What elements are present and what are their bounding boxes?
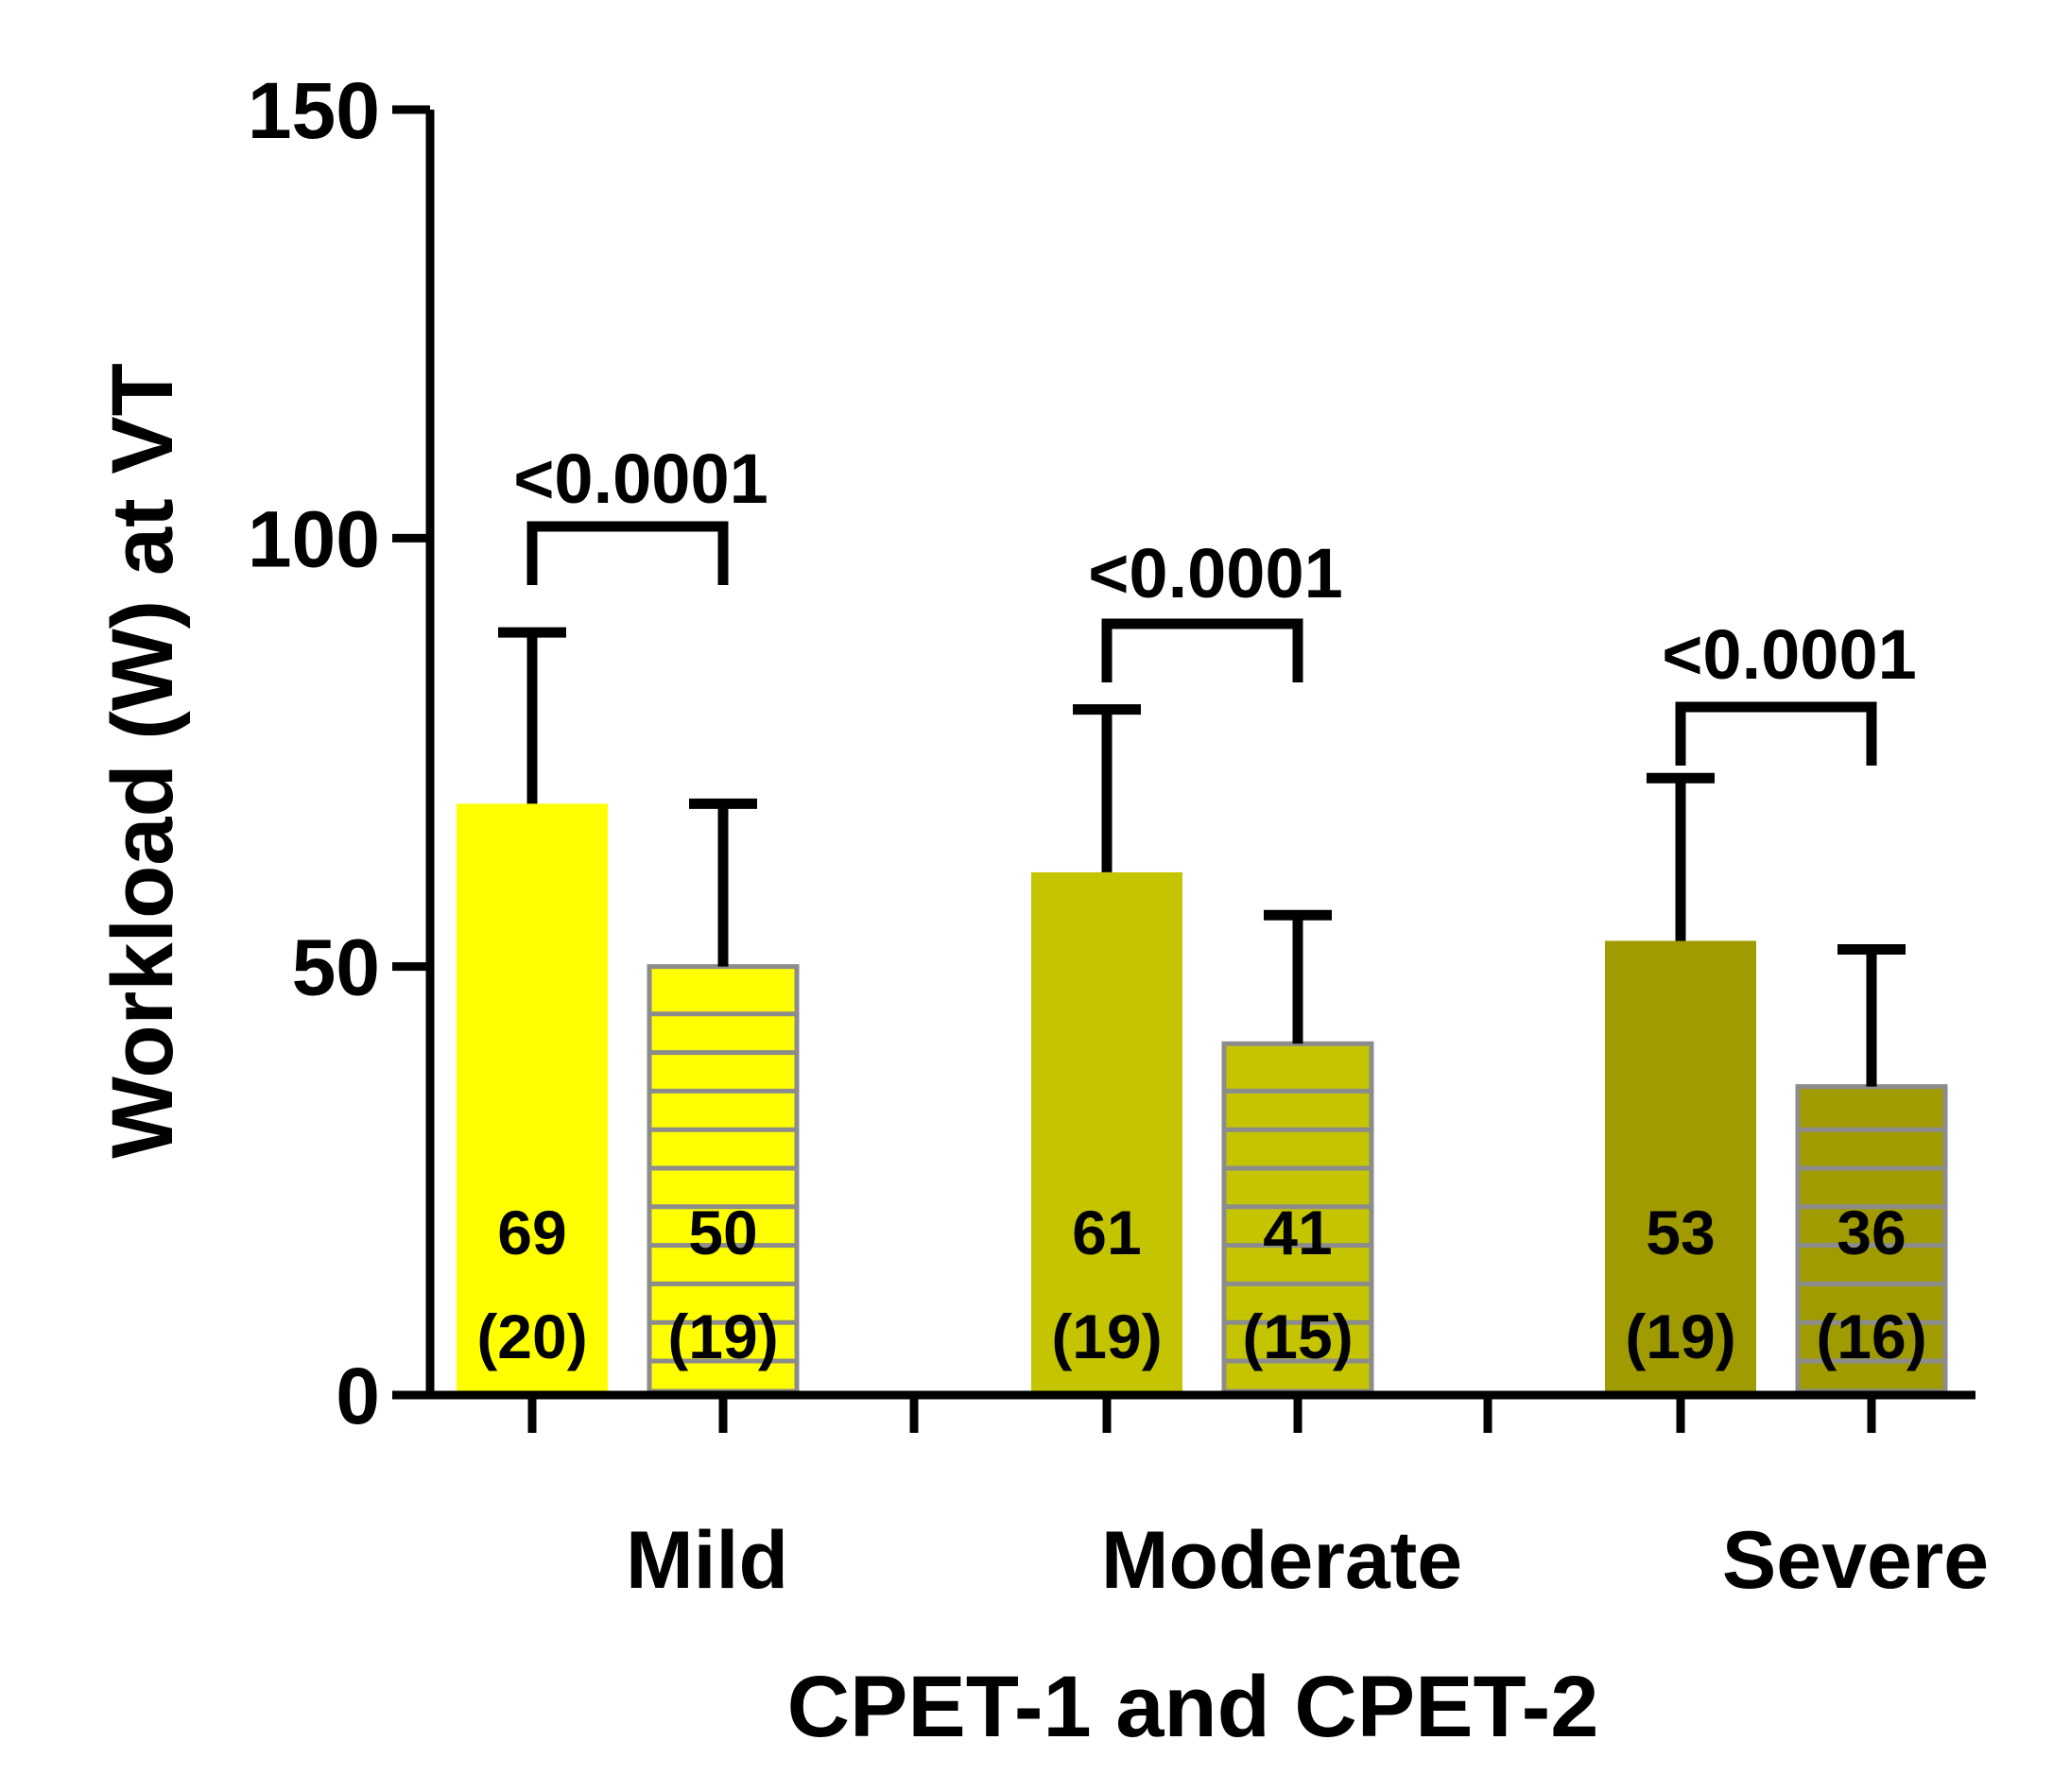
x-category-label: Severe — [1722, 1515, 1989, 1606]
bar-value-label: 36 — [1837, 1198, 1906, 1267]
y-tick-label: 50 — [292, 923, 380, 1012]
bar-value-label: 41 — [1263, 1198, 1332, 1267]
y-tick-label: 0 — [336, 1352, 380, 1440]
p-value-label: <0.0001 — [1662, 615, 1917, 694]
x-category-label: Mild — [626, 1515, 788, 1606]
bar-sd-label: (19) — [667, 1301, 778, 1371]
y-tick-label: 100 — [248, 494, 380, 583]
bars-layer — [457, 803, 1948, 1395]
value-labels-layer: 69 (20) 50 (19) 61 (19) 41 (15) 53 (19) 36 (16) — [476, 1198, 1926, 1371]
x-axis-title: CPET-1 and CPET-2 — [787, 1659, 1599, 1755]
p-value-label: <0.0001 — [1088, 534, 1343, 612]
bar — [1031, 871, 1182, 1395]
bar-value-label: 50 — [688, 1198, 757, 1267]
significance-layer: <0.0001 <0.0001 <0.0001 — [513, 439, 1917, 766]
y-axis-title: Workload (W) at VT — [95, 363, 191, 1159]
bar-sd-label: (15) — [1242, 1301, 1353, 1371]
ticks-layer: 0 50 100 150 Mild Moderate Severe — [248, 66, 1989, 1606]
x-category-label: Moderate — [1101, 1515, 1462, 1606]
bar-sd-label: (16) — [1816, 1301, 1926, 1371]
bar — [1795, 1084, 1948, 1394]
error-bars-layer — [498, 627, 1906, 1087]
bar-value-label: 53 — [1646, 1198, 1715, 1267]
significance-bracket — [526, 521, 729, 585]
p-value-label: <0.0001 — [513, 439, 768, 518]
bar-sd-label: (20) — [476, 1301, 587, 1371]
bar-sd-label: (19) — [1051, 1301, 1162, 1371]
y-tick-label: 150 — [248, 66, 380, 155]
bar — [1605, 940, 1756, 1395]
significance-bracket — [1675, 701, 1877, 766]
bar-value-label: 61 — [1072, 1198, 1141, 1267]
significance-bracket — [1101, 618, 1303, 682]
axes-layer — [425, 110, 1975, 1400]
bar-sd-label: (19) — [1625, 1301, 1735, 1371]
bar-value-label: 69 — [497, 1198, 566, 1267]
bar — [457, 803, 608, 1395]
